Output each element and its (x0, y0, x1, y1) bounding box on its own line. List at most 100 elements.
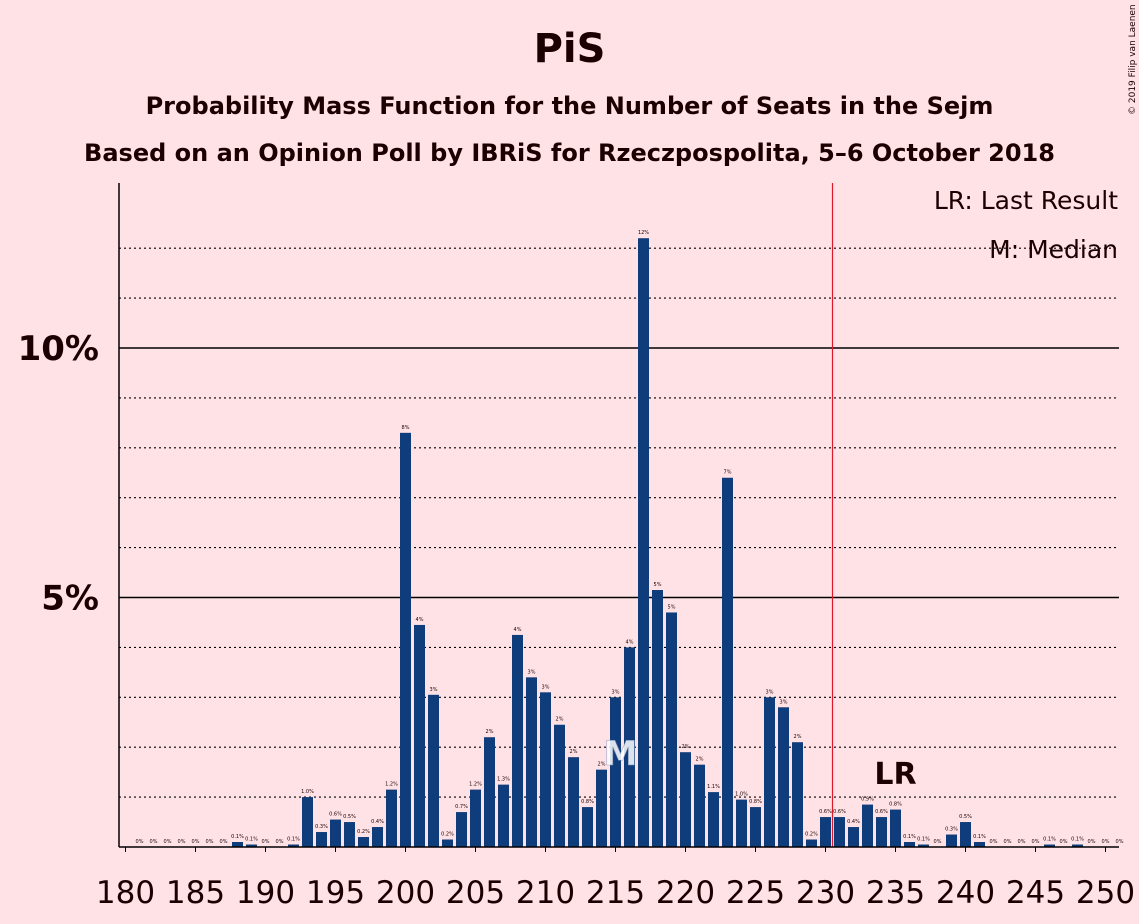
bar (302, 797, 313, 847)
y-tick-label: 5% (41, 579, 99, 619)
bar (736, 799, 747, 847)
bar (400, 432, 411, 847)
bar-value-label: 0.7% (455, 804, 468, 810)
axes-group: 5% 10% 180 185 190 195 200 205 210 215 220 225 230 23… (18, 183, 1135, 911)
bar-value-label: 0% (990, 839, 998, 845)
bar (554, 724, 565, 847)
bar (470, 789, 481, 847)
chart-title: PiS (533, 26, 606, 72)
bar-value-label: 3% (542, 684, 550, 690)
bar (568, 757, 579, 847)
bar-value-label: 0.5% (959, 814, 972, 820)
bar (708, 792, 719, 847)
x-tick-label: 180 (96, 875, 155, 911)
bar (288, 844, 299, 847)
bar-value-label: 1.2% (385, 782, 398, 788)
chart-subtitle: Probability Mass Function for the Number… (145, 92, 994, 120)
x-tick-label: 225 (726, 875, 785, 911)
bar-value-label: 0.1% (231, 834, 244, 840)
bar-value-label: 0.4% (847, 819, 860, 825)
bar-value-label: 0% (262, 839, 270, 845)
bar (834, 817, 845, 847)
bar-value-label: 0.1% (917, 837, 930, 843)
bar (876, 817, 887, 847)
bar (330, 819, 341, 847)
bar (610, 697, 621, 847)
bar (806, 839, 817, 847)
bar-value-label: 0.2% (441, 832, 454, 838)
bar-value-label: 4% (416, 617, 424, 623)
x-tick-label: 230 (796, 875, 855, 911)
bar-value-label: 2% (598, 762, 606, 768)
bar-value-label: 1.2% (469, 782, 482, 788)
bar-value-label: 3% (612, 689, 620, 695)
bar-value-label: 0.6% (819, 809, 832, 815)
bar-value-label: 0.1% (903, 834, 916, 840)
bar (722, 477, 733, 847)
bar-value-label: 2% (794, 734, 802, 740)
legend-last-result: LR: Last Result (934, 186, 1118, 215)
bar (764, 697, 775, 847)
bar-value-label: 7% (724, 470, 732, 476)
bar-value-label: 2% (682, 744, 690, 750)
bar-value-label: 0% (1004, 839, 1012, 845)
x-tick-label: 220 (656, 875, 715, 911)
bar-value-label: 0% (1116, 839, 1124, 845)
bar-value-label: 5% (668, 604, 676, 610)
x-tick-label: 210 (516, 875, 575, 911)
x-tick-label: 245 (1006, 875, 1065, 911)
bar (960, 822, 971, 847)
bar-value-label: 2% (696, 757, 704, 763)
bar-value-label: 0% (164, 839, 172, 845)
x-tick-label: 205 (446, 875, 505, 911)
bar-value-label: 0.5% (343, 814, 356, 820)
bar-value-label: 3% (528, 669, 536, 675)
bar-value-label: 0% (206, 839, 214, 845)
bar (386, 789, 397, 847)
bar-value-label: 0.2% (805, 832, 818, 838)
bar-value-label: 0.1% (1043, 837, 1056, 843)
bar-value-label: 0.1% (1071, 837, 1084, 843)
y-tick-label: 10% (18, 329, 99, 369)
x-tick-label: 215 (586, 875, 645, 911)
median-marker: M (604, 734, 638, 774)
bar-value-label: 2% (556, 717, 564, 723)
bar-value-label: 0% (934, 839, 942, 845)
bar-value-label: 0% (1018, 839, 1026, 845)
bar (414, 624, 425, 847)
x-tick-label: 240 (936, 875, 995, 911)
bar (428, 694, 439, 847)
bar (750, 807, 761, 847)
bar (974, 842, 985, 847)
bar (778, 707, 789, 847)
bar-value-label: 12% (638, 230, 649, 236)
bar (498, 784, 509, 847)
bar (456, 812, 467, 847)
bar (694, 764, 705, 847)
bar-value-label: 5% (654, 582, 662, 588)
x-tick-label: 190 (236, 875, 295, 911)
bar-value-label: 3% (766, 689, 774, 695)
bar (232, 842, 243, 847)
x-tick-label: 235 (866, 875, 925, 911)
bar (680, 752, 691, 847)
bar (792, 742, 803, 847)
x-tick-label: 200 (376, 875, 435, 911)
legend-group: LR: Last Result M: Median (934, 186, 1118, 264)
bar (1044, 844, 1055, 847)
bar-value-label: 0% (136, 839, 144, 845)
bar-value-label: 0.3% (945, 827, 958, 833)
bar-value-label: 0.1% (973, 834, 986, 840)
x-tick-label: 195 (306, 875, 365, 911)
bar (652, 590, 663, 847)
bar-value-label: 0.8% (749, 799, 762, 805)
bar (918, 844, 929, 847)
chart-subtitle-source: Based on an Opinion Poll by IBRiS for Rz… (84, 139, 1055, 167)
bar-value-label: 2% (570, 749, 578, 755)
bar (946, 834, 957, 847)
bar-value-label: 1.0% (301, 789, 314, 795)
bar (848, 827, 859, 847)
legend-median: M: Median (989, 235, 1118, 264)
bar (904, 842, 915, 847)
